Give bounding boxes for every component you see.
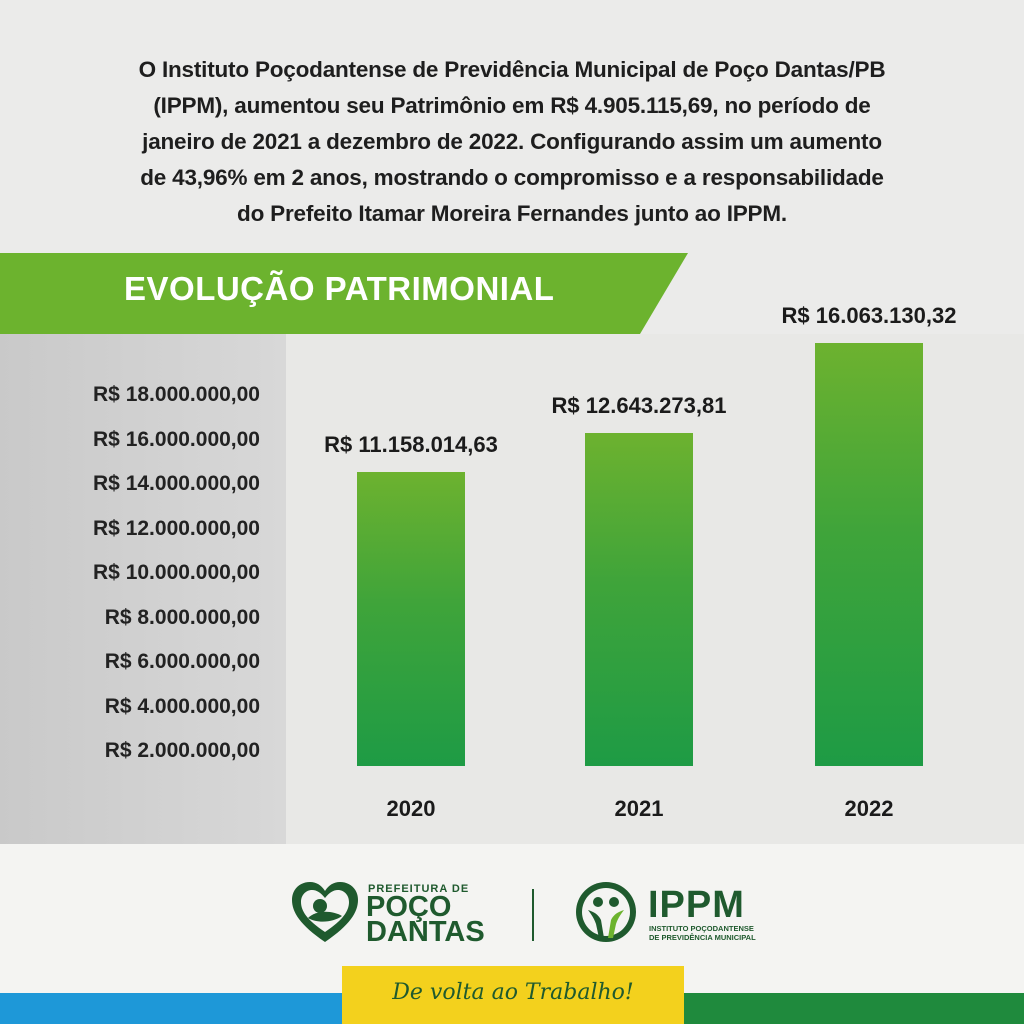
chart-title-banner (0, 253, 700, 334)
intro-paragraph: O Instituto Poçodantense de Previdência … (40, 52, 984, 232)
banner-shape (0, 253, 688, 334)
ippm-subtitle: INSTITUTO POÇODANTENSE DE PREVIDÊNCIA MU… (649, 924, 756, 942)
bar-2020 (357, 472, 465, 766)
y-tick-label: R$ 2.000.000,00 (104, 739, 260, 762)
ippm-subtitle-line: DE PREVIDÊNCIA MUNICIPAL (649, 933, 756, 942)
stripe-yellow (342, 966, 684, 1024)
bar-value-label: R$ 11.158.014,63 (324, 432, 498, 458)
people-emblem-icon (576, 882, 636, 942)
bar-2021 (585, 433, 693, 766)
prefeitura-name-line1: POÇO (366, 891, 452, 923)
y-tick-label: R$ 6.000.000,00 (104, 650, 260, 673)
bar-2022 (815, 343, 923, 766)
y-axis-panel (0, 334, 286, 844)
prefeitura-name-line2: DANTAS (366, 916, 485, 948)
chart-title: EVOLUÇÃO PATRIMONIAL (124, 270, 555, 307)
slogan: De volta ao Trabalho! (392, 980, 634, 1005)
x-category-label: 2021 (614, 796, 664, 821)
y-tick-label: R$ 18.000.000,00 (93, 383, 260, 406)
logo-divider (532, 889, 534, 941)
intro-line: O Instituto Poçodantense de Previdência … (138, 57, 886, 82)
y-tick-label: R$ 14.000.000,00 (93, 472, 260, 495)
stripe-green (684, 993, 1024, 1024)
y-tick-label: R$ 8.000.000,00 (104, 605, 260, 629)
y-tick-label: R$ 10.000.000,00 (93, 561, 260, 584)
prefeitura-small-text: PREFEITURA DE (368, 883, 470, 895)
intro-line: de 43,96% em 2 anos, mostrando o comprom… (140, 165, 884, 190)
y-tick-label: R$ 12.000.000,00 (93, 516, 260, 540)
bar-value-label: R$ 16.063.130,32 (781, 303, 957, 328)
heart-emblem-icon (292, 882, 358, 942)
intro-line: do Prefeito Itamar Moreira Fernandes jun… (237, 201, 787, 226)
intro-line: janeiro de 2021 a dezembro de 2022. Conf… (142, 129, 882, 154)
y-tick-label: R$ 4.000.000,00 (104, 694, 260, 718)
intro-line: (IPPM), aumentou seu Patrimônio em R$ 4.… (153, 93, 871, 118)
ippm-title: IPPM (648, 884, 745, 926)
y-tick-label: R$ 16.000.000,00 (93, 427, 260, 451)
stripe-blue (0, 993, 342, 1024)
bar-value-label: R$ 12.643.273,81 (551, 393, 727, 419)
ippm-subtitle-line: INSTITUTO POÇODANTENSE (649, 924, 754, 933)
x-category-label: 2022 (844, 796, 894, 821)
x-category-label: 2020 (386, 796, 436, 821)
